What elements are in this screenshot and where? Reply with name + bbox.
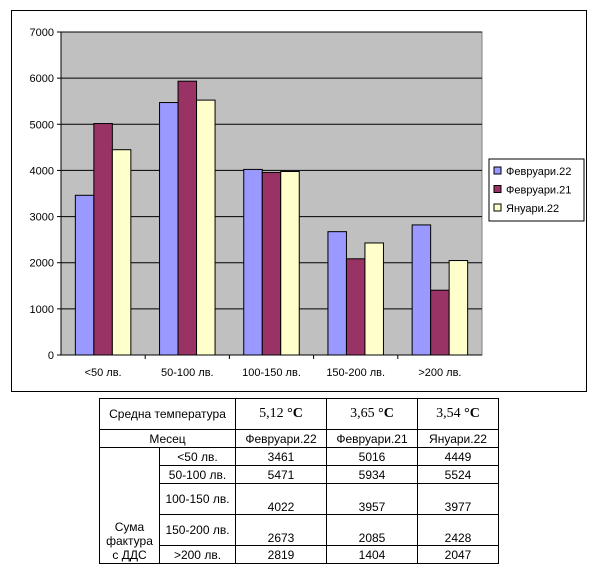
y-tick-label: 4000	[30, 165, 54, 177]
legend-label: Февруари.21	[506, 185, 571, 197]
x-tick-label: <50 лв.	[85, 367, 122, 379]
bar	[177, 80, 198, 356]
table-cell: 2047	[417, 545, 499, 564]
table-cell: 2085	[326, 514, 418, 546]
bar	[74, 194, 95, 356]
legend-swatch	[493, 203, 502, 212]
table-cell: 5016	[326, 447, 418, 466]
bar	[261, 171, 282, 356]
month-cell: Януари.22	[417, 429, 499, 448]
month-row: Месец Февруари.22 Февруари.21 Януари.22	[99, 429, 499, 448]
bar	[448, 260, 469, 356]
x-tick-label: >200 лв.	[418, 367, 461, 379]
table-cell: 4022	[235, 483, 327, 515]
y-tick-label: 2000	[30, 258, 54, 270]
row-label: <50 лв.	[159, 447, 236, 466]
table-cell: 5524	[417, 465, 499, 484]
legend-box	[488, 158, 585, 222]
legend-swatch	[493, 166, 502, 175]
bar	[327, 231, 347, 356]
temperature-row: Средна температура 5,12 °C 3,65 °C 3,54 …	[99, 398, 499, 430]
row-label: >200 лв.	[159, 545, 236, 564]
legend-label: Февруари.22	[506, 166, 571, 178]
y-tick-label: 7000	[30, 27, 54, 39]
chart-frame: 0 1000 2000 3000 4000 5000 6000 7000 <50 лв. 50-…	[11, 10, 587, 392]
chart-legend: Февруари.22 Февруари.21 Януари.22	[488, 158, 585, 222]
table-row: >200 лв. 2819 1404 2047	[100, 545, 499, 564]
bar	[411, 224, 432, 356]
table-cell: 2819	[235, 545, 327, 564]
temperature-cell: 3,54 °C	[417, 398, 499, 430]
bar	[111, 149, 132, 356]
legend-swatch	[493, 185, 502, 193]
bar	[364, 242, 384, 356]
y-tick-label: 3000	[30, 212, 54, 224]
table-row: Сума фактура с ДДС <50 лв. 3461 5016 444…	[99, 447, 499, 564]
temperature-header: Средна температура	[99, 398, 236, 430]
bar	[159, 102, 179, 356]
row-label: 150-200 лв.	[159, 514, 236, 546]
table-cell: 3461	[235, 447, 327, 466]
row-label: 100-150 лв.	[159, 483, 236, 515]
y-tick-label: 1000	[30, 304, 54, 316]
table-cell: 4449	[417, 447, 499, 466]
month-cell: Февруари.22	[235, 429, 327, 448]
bar	[243, 168, 263, 356]
y-tick-label: 6000	[30, 73, 54, 85]
bar	[345, 258, 366, 356]
group-label: Сума фактура с ДДС	[99, 447, 160, 564]
x-tick-label: 150-200 лв.	[326, 367, 385, 379]
table-row: 150-200 лв. 2673 2085 2428	[100, 514, 499, 546]
x-tick-label: 50-100 лв.	[161, 367, 214, 379]
data-table: Средна температура 5,12 °C 3,65 °C 3,54 …	[99, 398, 499, 564]
bar-chart: 0 1000 2000 3000 4000 5000 6000 7000 <50 лв. 50-…	[30, 27, 585, 379]
table-cell: 1404	[326, 545, 418, 564]
table-cell: 2673	[235, 514, 327, 546]
temperature-cell: 5,12 °C	[235, 398, 327, 430]
bar	[280, 170, 300, 356]
table-row: 50-100 лв. 5471 5934 5524	[100, 465, 499, 484]
y-tick-label: 0	[48, 350, 54, 362]
row-label: 50-100 лв.	[159, 465, 236, 484]
table-cell: 5471	[235, 465, 327, 484]
x-tick-label: 100-150 лв.	[242, 367, 301, 379]
legend-label: Януари.22	[506, 203, 559, 215]
table-cell: 5934	[326, 465, 418, 484]
month-header: Месец	[99, 429, 236, 448]
table-cell: 3957	[326, 483, 418, 515]
y-tick-label: 5000	[30, 119, 54, 131]
table-cell: 2428	[417, 514, 499, 546]
table-row: 100-150 лв. 4022 3957 3977	[100, 483, 499, 515]
month-cell: Февруари.21	[326, 429, 418, 448]
bar	[196, 99, 216, 356]
table-cell: 3977	[417, 483, 499, 515]
bar	[93, 123, 113, 356]
temperature-cell: 3,65 °C	[326, 398, 418, 430]
bar	[430, 289, 450, 356]
